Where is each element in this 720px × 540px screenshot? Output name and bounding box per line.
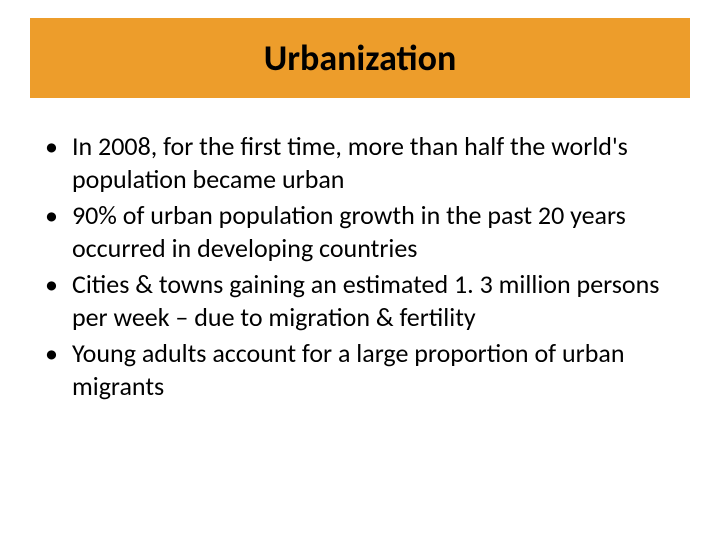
bullet-marker-icon: • xyxy=(45,268,58,301)
bullet-marker-icon: • xyxy=(45,130,58,163)
title-bar: Urbanization xyxy=(30,18,690,98)
bullet-item: • 90% of urban population growth in the … xyxy=(45,199,680,264)
bullet-list: • In 2008, for the first time, more than… xyxy=(45,130,680,406)
bullet-item: • In 2008, for the first time, more than… xyxy=(45,130,680,195)
slide: Urbanization • In 2008, for the first ti… xyxy=(0,0,720,540)
bullet-text: 90% of urban population growth in the pa… xyxy=(72,199,680,264)
bullet-text: Young adults account for a large proport… xyxy=(72,337,680,402)
bullet-text: Cities & towns gaining an estimated 1. 3… xyxy=(72,268,680,333)
bullet-item: • Cities & towns gaining an estimated 1.… xyxy=(45,268,680,333)
bullet-marker-icon: • xyxy=(45,337,58,370)
bullet-item: • Young adults account for a large propo… xyxy=(45,337,680,402)
slide-title: Urbanization xyxy=(264,36,457,80)
bullet-text: In 2008, for the first time, more than h… xyxy=(72,130,680,195)
bullet-marker-icon: • xyxy=(45,199,58,232)
